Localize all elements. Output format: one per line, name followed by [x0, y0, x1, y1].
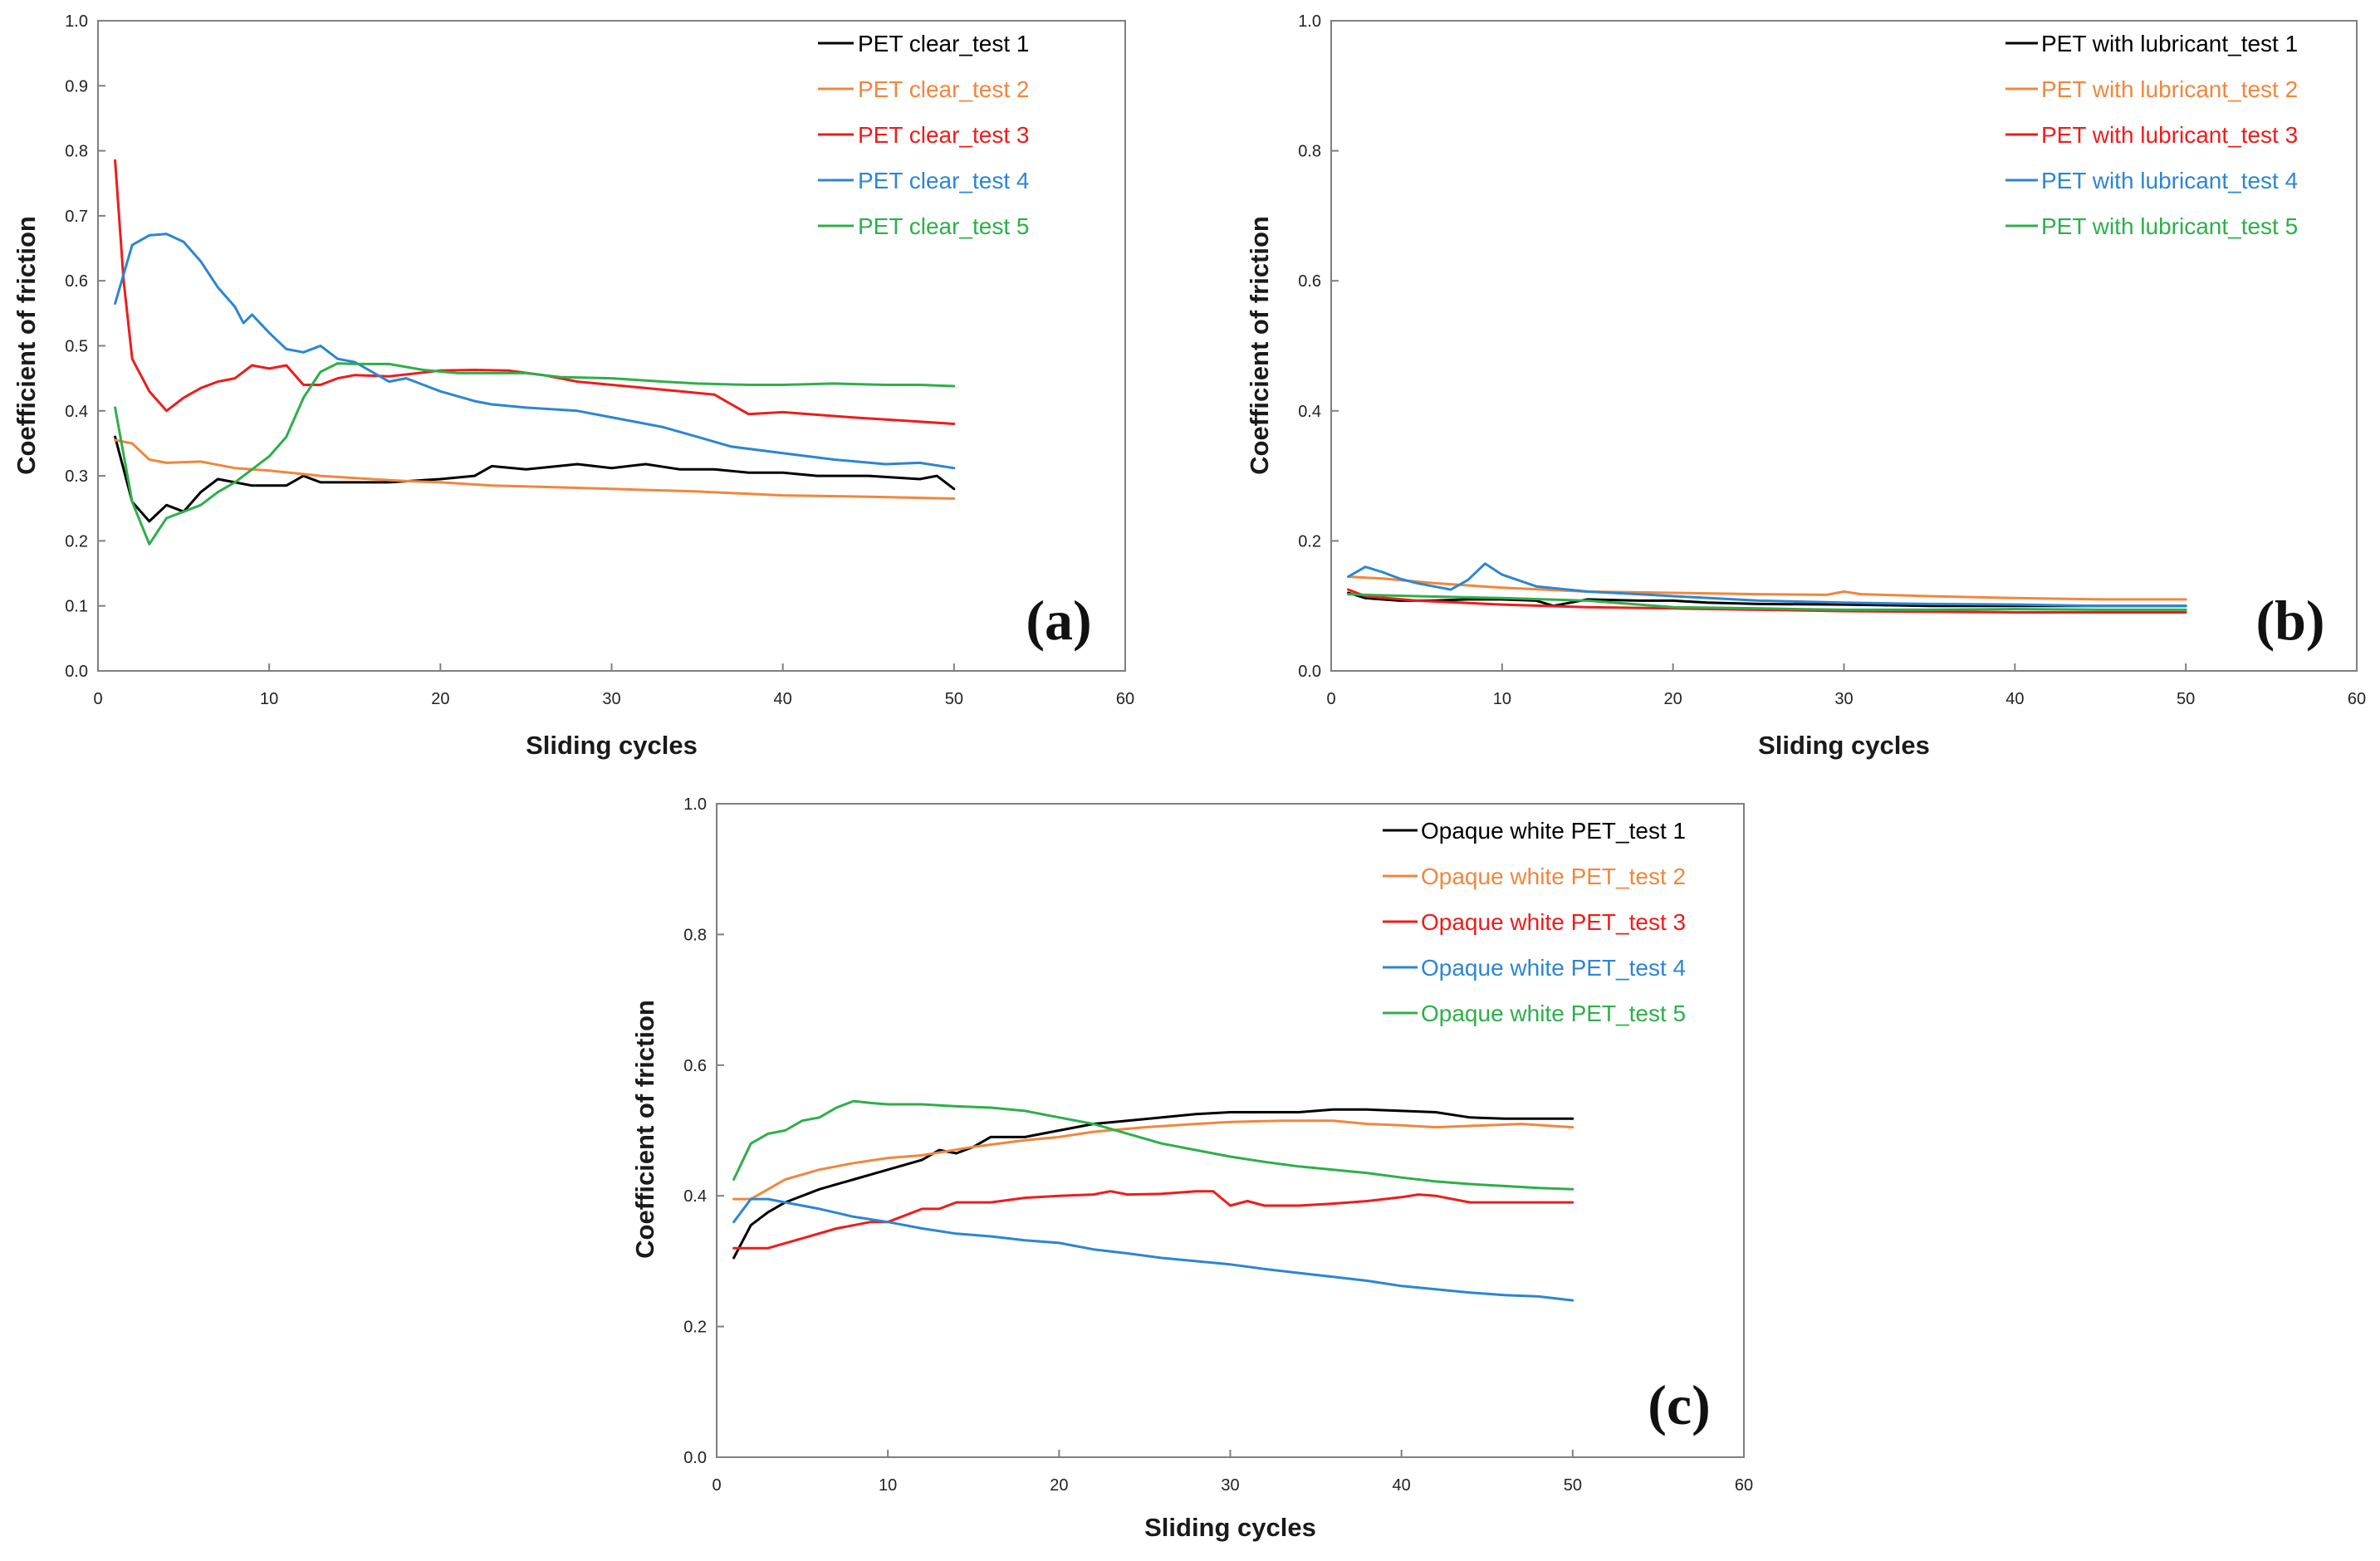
chart-3-ytick-label: 0.6	[683, 1057, 707, 1075]
chart-2-ytick-label: 0.6	[1298, 272, 1321, 291]
chart-3-ytick-label: 0.0	[683, 1449, 707, 1467]
chart-1-legend-label-4: PET clear_test 4	[858, 168, 1029, 193]
chart-3-x-axis-title: Sliding cycles	[1144, 1513, 1316, 1542]
chart-3-ytick-label: 0.4	[683, 1187, 707, 1206]
chart-1-ytick-label: 0.6	[65, 272, 88, 291]
chart-2-xtick-label: 40	[2005, 690, 2024, 708]
chart-2-panel-label: (b)	[2255, 589, 2324, 652]
chart-3-panel-label: (c)	[1648, 1373, 1710, 1436]
chart-2-xtick-label: 10	[1493, 690, 1511, 708]
chart-1-legend-label-2: PET clear_test 2	[858, 76, 1029, 102]
chart-2-legend-label-4: PET with lubricant_test 4	[2041, 168, 2298, 193]
chart-2-series-line-test-4	[1347, 562, 2187, 608]
chart-2-plot-frame	[1330, 20, 2358, 672]
chart-1-ytick-label: 0.5	[65, 338, 88, 356]
chart-3-ytick-label: 0.2	[683, 1319, 707, 1337]
chart-1-xtick-label: 20	[431, 690, 449, 708]
chart-1-series-line-test-1	[114, 435, 956, 523]
chart-2-xtick-label: 20	[1664, 690, 1682, 708]
chart-2-ytick-label: 0.4	[1298, 403, 1321, 421]
chart-2-series-line-test-5	[1347, 593, 2187, 611]
chart-2-series-line-test-2	[1347, 575, 2187, 601]
chart-1-ytick-label: 0.7	[65, 208, 88, 226]
chart-1-xtick-label: 40	[774, 690, 792, 708]
chart-1-ytick-label: 0.4	[65, 403, 88, 421]
chart-1-ytick-label: 1.0	[65, 12, 88, 31]
chart-3-legend-label-4: Opaque white PET_test 4	[1421, 955, 1686, 981]
chart-3-legend-label-3: Opaque white PET_test 3	[1421, 909, 1686, 935]
chart-2-xtick-label: 50	[2177, 690, 2195, 708]
chart-1-series-line-test-5	[114, 362, 956, 546]
chart-2-ytick-label: 0.0	[1298, 663, 1321, 681]
chart-3-xtick-label: 60	[1735, 1476, 1753, 1495]
chart-2-xtick-label: 60	[2348, 690, 2366, 708]
chart-3-plot-frame	[716, 803, 1745, 1458]
chart-2-series-line-test-3	[1347, 588, 2187, 614]
chart-1-ytick-label: 0.8	[65, 143, 88, 161]
chart-2-y-axis-title: Coefficient of friction	[1245, 216, 1274, 475]
chart-3-xtick-label: 40	[1393, 1476, 1411, 1495]
chart-2-xtick-label: 30	[1834, 690, 1853, 708]
chart-3-xtick-label: 30	[1221, 1476, 1239, 1495]
chart-1-ytick-label: 0.2	[65, 532, 88, 551]
chart-1-ytick-label: 0.3	[65, 467, 88, 486]
chart-3-series-line-test-4	[732, 1197, 1574, 1302]
chart-3-xtick-label: 50	[1564, 1476, 1582, 1495]
chart-3-series-line-test-3	[732, 1190, 1574, 1250]
chart-1-legend: PET clear_test 1 PET clear_test 2 PET clea…	[818, 31, 1029, 239]
chart-2-ytick-label: 0.8	[1298, 143, 1321, 161]
chart-1-series-line-test-2	[114, 438, 956, 500]
chart-1: 0.0 0.1 0.2 0.3 0.4 0.5 0.6 0.7 0.8 0.9 1.0 0 10 20 30…	[12, 12, 1134, 760]
chart-1-xtick-label: 30	[602, 690, 620, 708]
chart-1-series-line-test-4	[114, 232, 956, 470]
chart-3-xtick-label: 20	[1050, 1476, 1068, 1495]
chart-3-xtick-label: 10	[879, 1476, 897, 1495]
chart-2-xtick-label: 0	[1326, 690, 1335, 708]
chart-2-legend-label-2: PET with lubricant_test 2	[2041, 76, 2298, 102]
chart-1-xtick-label: 0	[93, 690, 102, 708]
chart-2-ytick-label: 0.2	[1298, 532, 1321, 551]
chart-3-y-axis-title: Coefficient of friction	[630, 1000, 659, 1259]
chart-1-legend-label-5: PET clear_test 5	[858, 213, 1029, 239]
chart-3-series-line-test-2	[732, 1119, 1574, 1201]
chart-2-x-axis-title: Sliding cycles	[1758, 731, 1930, 760]
chart-3-legend-label-2: Opaque white PET_test 2	[1421, 864, 1686, 889]
chart-1-legend-label-3: PET clear_test 3	[858, 122, 1029, 148]
chart-1-panel-label: (a)	[1026, 589, 1091, 652]
chart-1-xtick-label: 10	[260, 690, 278, 708]
chart-3-series-line-test-1	[732, 1108, 1574, 1260]
chart-1-xtick-label: 60	[1116, 690, 1134, 708]
chart-2-legend-label-1: PET with lubricant_test 1	[2041, 31, 2298, 56]
chart-3-legend-label-5: Opaque white PET_test 5	[1421, 1001, 1686, 1026]
chart-3-legend-label-1: Opaque white PET_test 1	[1421, 818, 1686, 844]
chart-3-xtick-label: 0	[712, 1476, 721, 1495]
chart-2-legend: PET with lubricant_test 1 PET with lubric…	[2005, 31, 2298, 239]
chart-1-ytick-label: 0.1	[65, 598, 88, 616]
chart-1-ytick-label: 0.9	[65, 77, 88, 95]
chart-2: 0.0 0.2 0.4 0.6 0.8 1.0 0 10 20 30 40 50 60 PET with …	[1245, 12, 2366, 760]
chart-2-legend-label-3: PET with lubricant_test 3	[2041, 122, 2298, 148]
chart-1-plot-frame	[97, 20, 1126, 672]
chart-1-legend-label-1: PET clear_test 1	[858, 31, 1029, 56]
chart-3-ytick-label: 1.0	[683, 795, 707, 814]
chart-3-ytick-label: 0.8	[683, 926, 707, 944]
chart-3-series-line-test-5	[732, 1099, 1574, 1191]
chart-1-y-axis-title: Coefficient of friction	[12, 216, 41, 475]
chart-1-x-axis-title: Sliding cycles	[526, 731, 698, 760]
chart-1-ytick-label: 0.0	[65, 663, 88, 681]
chart-1-series-line-test-3	[114, 159, 956, 425]
chart-1-xtick-label: 50	[945, 690, 963, 708]
chart-3: 0.0 0.2 0.4 0.6 0.8 1.0 0 10 20 30 40 50 60 Opaque wh…	[630, 795, 1753, 1542]
chart-3-legend: Opaque white PET_test 1 Opaque white PET_…	[1383, 818, 1686, 1026]
chart-2-ytick-label: 1.0	[1298, 12, 1321, 31]
chart-2-legend-label-5: PET with lubricant_test 5	[2041, 213, 2298, 239]
